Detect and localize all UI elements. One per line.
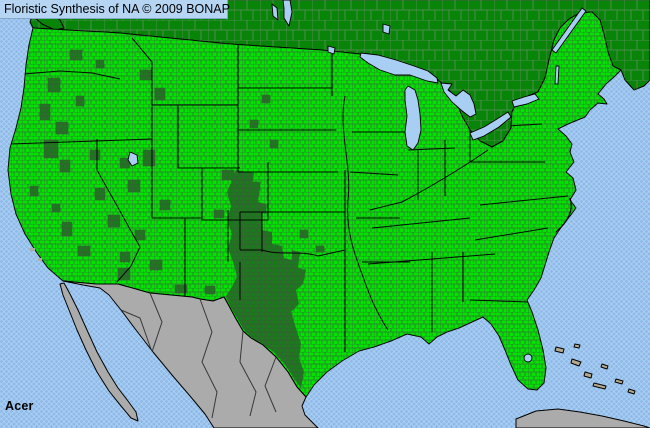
outer-banks xyxy=(555,197,572,233)
great-salt-lake xyxy=(127,151,139,167)
taxon-label: Acer xyxy=(5,399,34,413)
lakes xyxy=(127,0,587,363)
map-title: Floristic Synthesis of NA © 2009 BONAP xyxy=(4,2,230,16)
lake-superior xyxy=(359,52,439,84)
st-lawrence-river xyxy=(551,7,587,54)
baja-peninsula xyxy=(59,282,139,422)
lake-huron xyxy=(440,82,477,118)
lake-michigan xyxy=(404,85,422,151)
lake-erie xyxy=(469,111,512,141)
lake-manitoba xyxy=(271,3,279,21)
lake-winnipeg xyxy=(282,0,293,27)
lake-of-the-woods xyxy=(327,45,336,55)
lake-nipigon xyxy=(382,23,391,35)
map-title-bar: Floristic Synthesis of NA © 2009 BONAP xyxy=(0,0,230,19)
lake-champlain xyxy=(554,65,560,85)
lake-okeechobee xyxy=(523,353,533,363)
channel-islands xyxy=(30,248,42,261)
lake-ontario xyxy=(511,93,540,108)
bahamas-islands xyxy=(554,343,636,395)
cuba-island xyxy=(515,408,650,428)
